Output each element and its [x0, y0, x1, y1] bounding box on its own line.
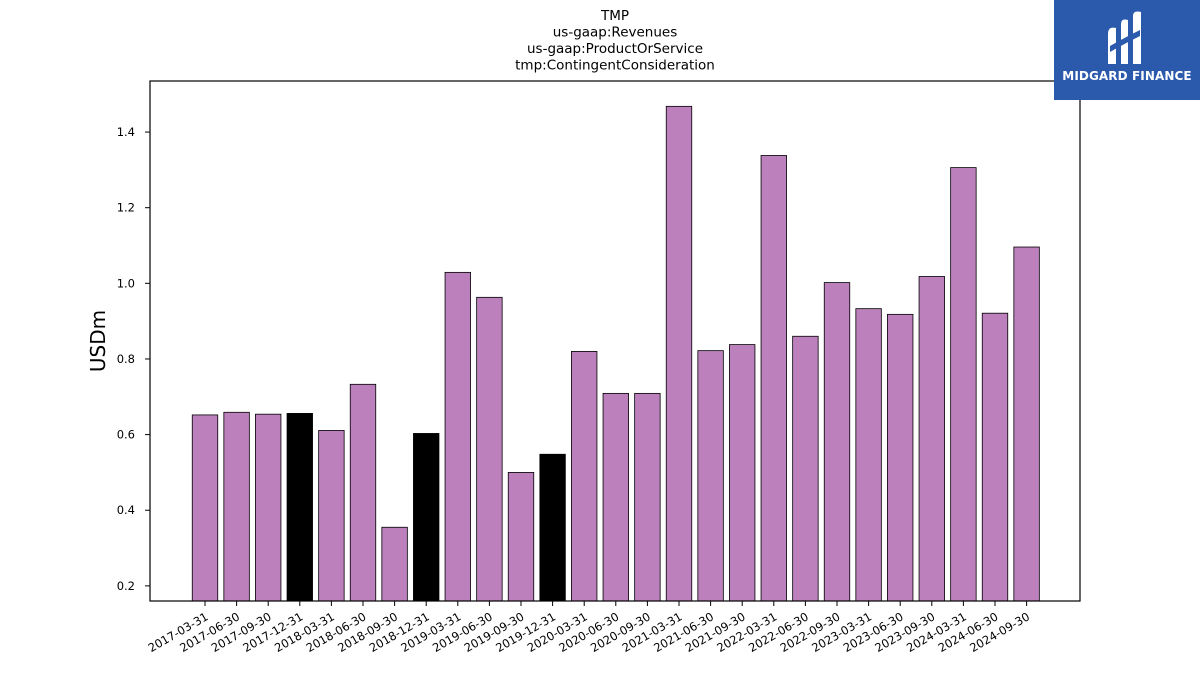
bar-2021-09-30: [729, 344, 756, 602]
title-line-1: us-gaap:Revenues: [553, 25, 678, 41]
y-tick-label: 0.2: [117, 579, 135, 593]
title-line-3: tmp:ContingentConsideration: [515, 58, 715, 74]
bar-2018-09-30: [381, 526, 408, 602]
title-line-2: us-gaap:ProductOrService: [527, 41, 703, 57]
bar-2018-06-30: [349, 383, 377, 602]
bar-2022-06-30: [792, 335, 819, 602]
bars: [191, 105, 1040, 602]
bar-2017-03-31: [191, 414, 219, 602]
bar-2019-06-30: [476, 296, 503, 602]
plot-frame: [149, 80, 1081, 602]
bar-2017-09-30: [255, 413, 282, 602]
y-tick-label: 0.8: [117, 352, 135, 366]
bar-2020-03-31: [571, 350, 598, 602]
bar-2022-09-30: [823, 282, 851, 602]
bar-2019-09-30: [507, 472, 535, 602]
bar-2022-03-31: [760, 155, 787, 602]
bar-2023-09-30: [918, 276, 945, 602]
title-line-0: TMP: [600, 8, 629, 24]
bar-2023-03-31: [855, 308, 882, 602]
y-axis: 0.2 0.4 0.6 0.8 1.0 1.2 1.4: [117, 125, 150, 593]
bar-2023-06-30: [887, 313, 914, 602]
bar-2018-03-31: [318, 430, 345, 602]
bar-2024-06-30: [981, 312, 1009, 602]
x-axis: 2017-03-312017-06-302017-09-302017-12-31…: [146, 601, 1032, 655]
bar-2019-03-31: [444, 271, 471, 602]
midgard-finance-logo: MIDGARD FINANCE: [1054, 0, 1200, 100]
bar-2021-06-30: [697, 350, 724, 602]
bar-2020-09-30: [634, 392, 661, 602]
bar-2020-06-30: [602, 392, 629, 602]
bar-2019-12-31: [539, 453, 566, 602]
midgard-logo-icon: [1108, 11, 1141, 65]
y-tick-label: 0.6: [117, 428, 135, 442]
y-tick-label: 1.2: [117, 201, 135, 215]
bar-2018-12-31: [413, 433, 440, 602]
y-tick-label: 0.4: [117, 503, 135, 517]
y-tick-label: 1.0: [117, 276, 135, 290]
bar-2024-09-30: [1013, 246, 1040, 602]
bar-2017-12-31: [286, 413, 313, 602]
chart-title: TMPus-gaap:Revenuesus-gaap:ProductOrServ…: [515, 8, 715, 74]
bar-2021-03-31: [665, 105, 693, 602]
y-tick-label: 1.4: [117, 125, 135, 139]
y-axis-label: USDm: [86, 310, 110, 372]
logo-text: MIDGARD FINANCE: [1062, 69, 1192, 83]
bar-2017-06-30: [223, 411, 250, 602]
bar-2024-03-31: [950, 167, 977, 602]
